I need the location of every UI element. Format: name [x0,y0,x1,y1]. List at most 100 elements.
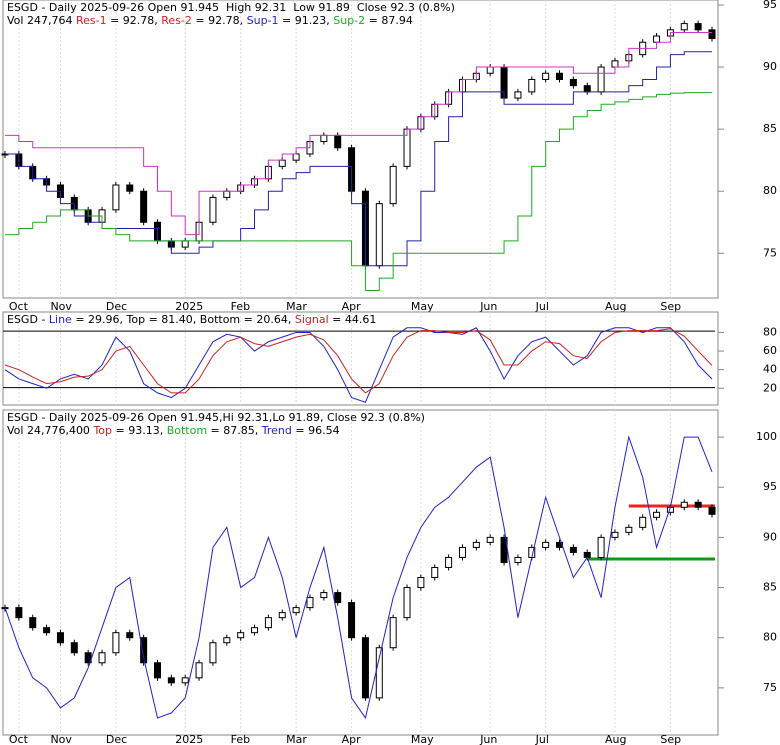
candle [181,677,189,684]
candle [556,72,564,80]
candle [514,556,522,563]
series-line [4,328,713,394]
x-tick-label: Sep [660,733,681,745]
candle [472,541,480,548]
panel-frame [2,409,719,736]
header-part: Sup-2 [333,14,365,27]
header-part: Bottom [167,424,207,437]
header-part: Line [49,313,72,326]
candle [403,587,411,619]
y-tick-label: 85 [763,122,777,135]
candle [223,637,231,644]
candle [486,66,494,74]
candle [639,516,647,528]
candle [43,627,51,634]
candle [653,35,661,43]
candle [417,577,425,589]
candle [597,536,605,558]
candle [597,66,605,93]
candle [251,627,259,634]
header-line: ESGD - Daily 2025-09-26 Open 91.945 High… [7,1,455,14]
header-part: ESGD - Daily 2025-09-26 Open 91.945 High… [7,1,455,14]
header-part: = 29.96, [72,313,127,326]
candle [542,72,550,80]
y-tick-label: 75 [763,246,777,259]
candle [278,159,286,167]
header-part: = 81.40, [145,313,200,326]
candle [625,526,633,533]
header-part: Res-1 [76,14,107,27]
x-tick-label: Oct [9,733,29,745]
header-part: = 20.64, [240,313,295,326]
header-part: Vol 247,764 [7,14,76,27]
candle [542,541,550,548]
y-tick-label: 40 [763,363,777,376]
candle [389,617,397,649]
candle [306,597,314,609]
x-tick-label: Feb [231,733,250,745]
candle [237,632,245,639]
x-tick-label: Jun [479,300,497,313]
candle [195,662,203,679]
candle [514,91,522,99]
y-tick-label: 80 [763,631,777,644]
candle [694,501,702,508]
y-tick-label: 75 [763,681,777,694]
candle [486,536,494,543]
candle [611,60,619,68]
header-line: Vol 24,776,400 Top = 93.13, Bottom = 87.… [7,424,340,437]
series-line [4,435,713,720]
candle [29,617,37,629]
header-part: = 44.61 [329,313,377,326]
y-tick-label: 80 [763,184,777,197]
header-line: ESGD - Line = 29.96, Top = 81.40, Bottom… [7,313,376,326]
x-tick-label: Mar [286,300,307,313]
header-part: = 87.85, [207,424,262,437]
x-tick-label: Dec [106,733,127,745]
y-tick-label: 80 [763,325,777,338]
candle [375,203,383,267]
header-part: Bottom [200,313,240,326]
header-part: = 91.23, [279,14,334,27]
candle [653,511,661,518]
candle [528,78,536,93]
y-tick-label: 95 [763,480,777,493]
y-tick-label: 100 [756,430,777,443]
candle [223,190,231,198]
header-part: Top [126,313,146,326]
series-line [5,32,712,236]
header-part: Vol 24,776,400 [7,424,93,437]
candle [334,134,342,149]
candle [15,607,23,619]
panel-frame [2,311,719,406]
candle [112,184,120,211]
x-tick-label: Aug [605,300,626,313]
candle [431,566,439,579]
candle [569,78,577,87]
header-part: = 92.78, [107,14,162,27]
candle [680,23,688,31]
header-part: Sup-1 [247,14,279,27]
candle [680,501,688,508]
y-tick-label: 90 [763,530,777,543]
header-part: = 93.13, [112,424,167,437]
x-tick-label: Sep [660,300,681,313]
candle [167,677,175,684]
x-tick-label: Nov [50,300,72,313]
x-tick-label: Dec [106,300,127,313]
y-tick-label: 90 [763,60,777,73]
candle [583,85,591,93]
x-tick-label: Jul [535,733,549,745]
x-tick-label: 2025 [175,733,203,745]
candle [320,592,328,599]
candle [209,642,217,664]
candle [694,23,702,31]
header-part: Signal [295,313,329,326]
candle [375,647,383,699]
candle [611,531,619,538]
candle [56,632,64,644]
x-tick-label: Aug [605,733,626,745]
candle [458,546,466,558]
candle [320,134,328,143]
candle [389,165,397,205]
